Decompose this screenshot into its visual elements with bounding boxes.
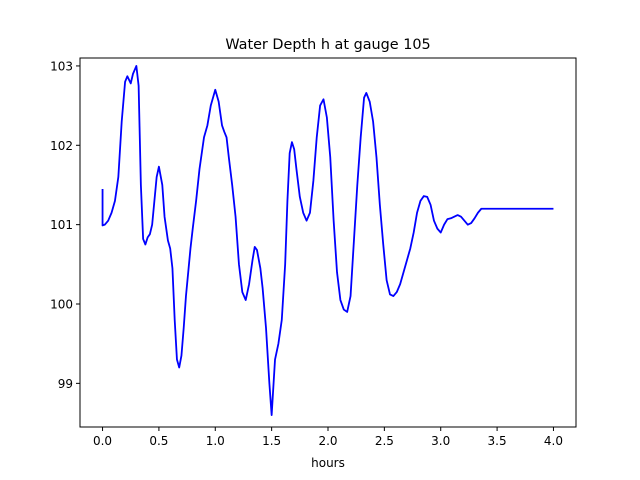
x-tick-label: 0.5 [149, 434, 168, 448]
x-axis-label: hours [311, 456, 345, 470]
series-line-1 [101, 65, 554, 416]
x-tick-label: 4.0 [544, 434, 563, 448]
y-tick-label: 99 [58, 377, 73, 391]
y-tick-label: 100 [50, 298, 73, 312]
y-tick-label: 103 [50, 59, 73, 73]
x-tick-label: 3.5 [488, 434, 507, 448]
y-tick-label: 101 [50, 218, 73, 232]
x-tick-label: 0.0 [93, 434, 112, 448]
plot-area [101, 65, 554, 416]
y-axis: 99 100 101 102 103 [50, 59, 80, 391]
x-tick-label: 2.5 [375, 434, 394, 448]
x-tick-label: 3.0 [431, 434, 450, 448]
x-tick-label: 1.5 [262, 434, 281, 448]
x-axis: 0.0 0.5 1.0 1.5 2.0 2.5 3.0 3.5 4.0 [93, 427, 563, 448]
chart-title: Water Depth h at gauge 105 [225, 37, 430, 53]
x-tick-label: 2.0 [318, 434, 337, 448]
y-tick-label: 102 [50, 139, 73, 153]
x-tick-label: 1.0 [206, 434, 225, 448]
